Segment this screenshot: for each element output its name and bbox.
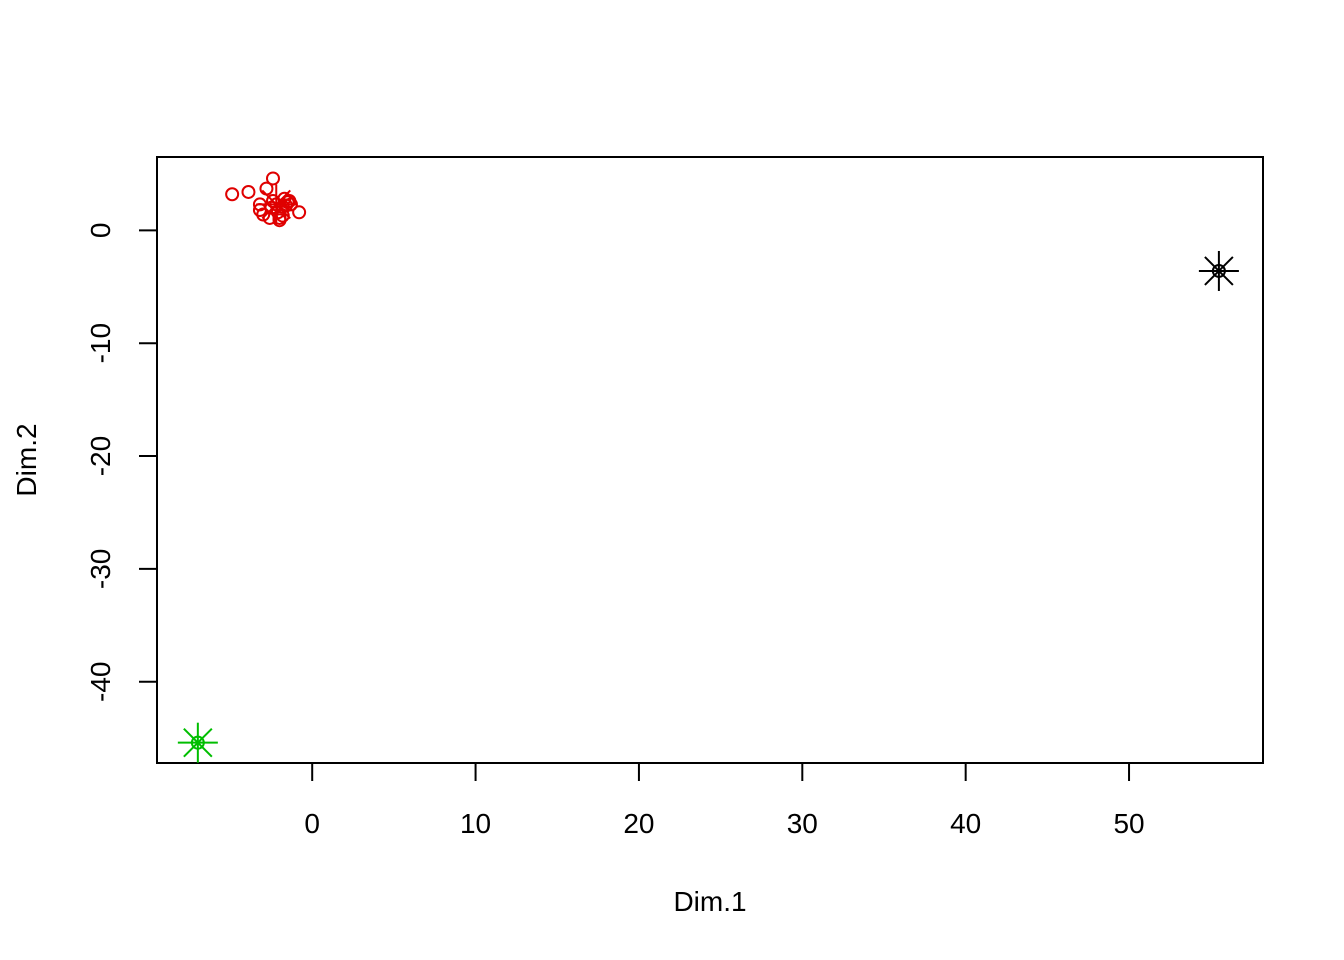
y-tick-label: -20 xyxy=(85,436,116,476)
centroid-marker xyxy=(256,184,297,225)
data-points xyxy=(190,171,1226,750)
data-point xyxy=(256,207,271,222)
data-point xyxy=(225,187,240,202)
centroid-marker xyxy=(177,722,218,763)
y-tick-label: -10 xyxy=(85,323,116,363)
x-tick-label: 20 xyxy=(623,808,654,839)
x-axis: 0 10 20 30 40 50 xyxy=(304,762,1145,839)
data-point xyxy=(292,205,307,220)
x-tick-label: 50 xyxy=(1113,808,1144,839)
x-tick-label: 40 xyxy=(950,808,981,839)
data-point xyxy=(265,171,280,186)
centroid-marker xyxy=(1198,250,1239,291)
x-tick-label: 30 xyxy=(787,808,818,839)
y-tick-label: 0 xyxy=(85,223,116,239)
y-axis: 0 -10 -20 -30 -40 xyxy=(85,223,158,702)
data-point xyxy=(241,184,256,199)
y-tick-label: -40 xyxy=(85,662,116,702)
x-axis-title: Dim.1 xyxy=(673,886,746,917)
y-tick-label: -30 xyxy=(85,549,116,589)
cluster-centroids xyxy=(177,184,1239,763)
y-axis-title: Dim.2 xyxy=(11,423,42,496)
x-tick-label: 0 xyxy=(304,808,320,839)
x-tick-label: 10 xyxy=(460,808,491,839)
plot-frame xyxy=(156,156,1264,764)
